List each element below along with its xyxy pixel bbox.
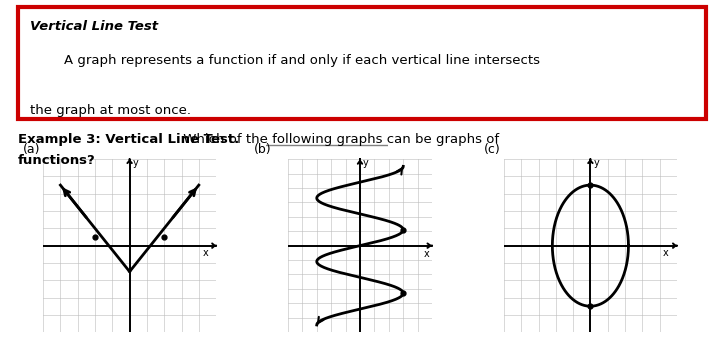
Text: x: x	[202, 248, 208, 258]
Text: Which of the following graphs can be graphs of: Which of the following graphs can be gra…	[179, 133, 499, 146]
Text: the graph at most once.: the graph at most once.	[30, 104, 192, 117]
Text: Example 3: Vertical Line Test.: Example 3: Vertical Line Test.	[18, 133, 239, 146]
Text: (c): (c)	[484, 143, 500, 156]
Text: functions?: functions?	[18, 154, 96, 167]
FancyBboxPatch shape	[18, 7, 706, 119]
Text: x: x	[663, 248, 669, 258]
Text: (b): (b)	[253, 143, 271, 156]
Text: Vertical Line Test: Vertical Line Test	[30, 20, 158, 34]
Text: (a): (a)	[23, 143, 40, 156]
Text: y: y	[594, 158, 600, 168]
Text: y: y	[133, 158, 139, 168]
Text: A graph represents a function if and only if each vertical line intersects: A graph represents a function if and onl…	[30, 54, 541, 67]
Text: x: x	[423, 249, 429, 259]
Text: y: y	[363, 158, 369, 169]
